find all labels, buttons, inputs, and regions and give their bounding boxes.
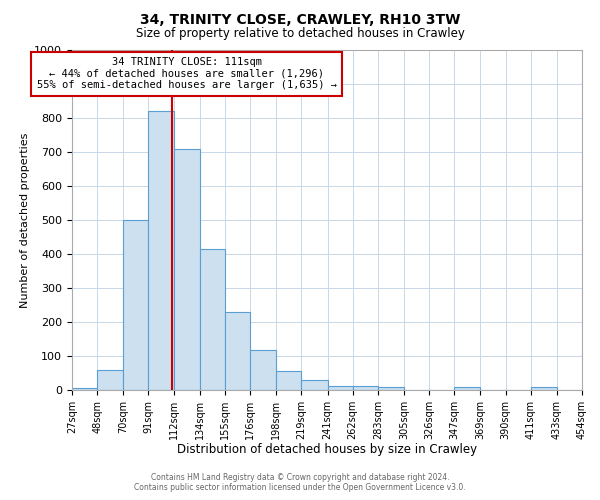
Bar — [97, 370, 124, 390]
X-axis label: Distribution of detached houses by size in Crawley: Distribution of detached houses by size … — [177, 444, 477, 456]
Bar — [353, 386, 378, 390]
Bar — [124, 220, 148, 390]
Text: Size of property relative to detached houses in Crawley: Size of property relative to detached ho… — [136, 28, 464, 40]
Bar — [173, 148, 200, 390]
Bar — [454, 388, 481, 390]
Bar — [148, 111, 173, 390]
Bar — [378, 388, 404, 390]
Y-axis label: Number of detached properties: Number of detached properties — [20, 132, 30, 308]
Bar — [276, 370, 301, 390]
Bar — [200, 249, 225, 390]
Text: 34, TRINITY CLOSE, CRAWLEY, RH10 3TW: 34, TRINITY CLOSE, CRAWLEY, RH10 3TW — [140, 12, 460, 26]
Text: Contains HM Land Registry data © Crown copyright and database right 2024.
Contai: Contains HM Land Registry data © Crown c… — [134, 473, 466, 492]
Bar — [72, 388, 97, 390]
Bar — [225, 312, 250, 390]
Bar — [530, 388, 557, 390]
Text: 34 TRINITY CLOSE: 111sqm
← 44% of detached houses are smaller (1,296)
55% of sem: 34 TRINITY CLOSE: 111sqm ← 44% of detach… — [37, 57, 337, 90]
Bar — [328, 386, 353, 390]
Bar — [250, 350, 276, 390]
Bar — [301, 380, 328, 390]
